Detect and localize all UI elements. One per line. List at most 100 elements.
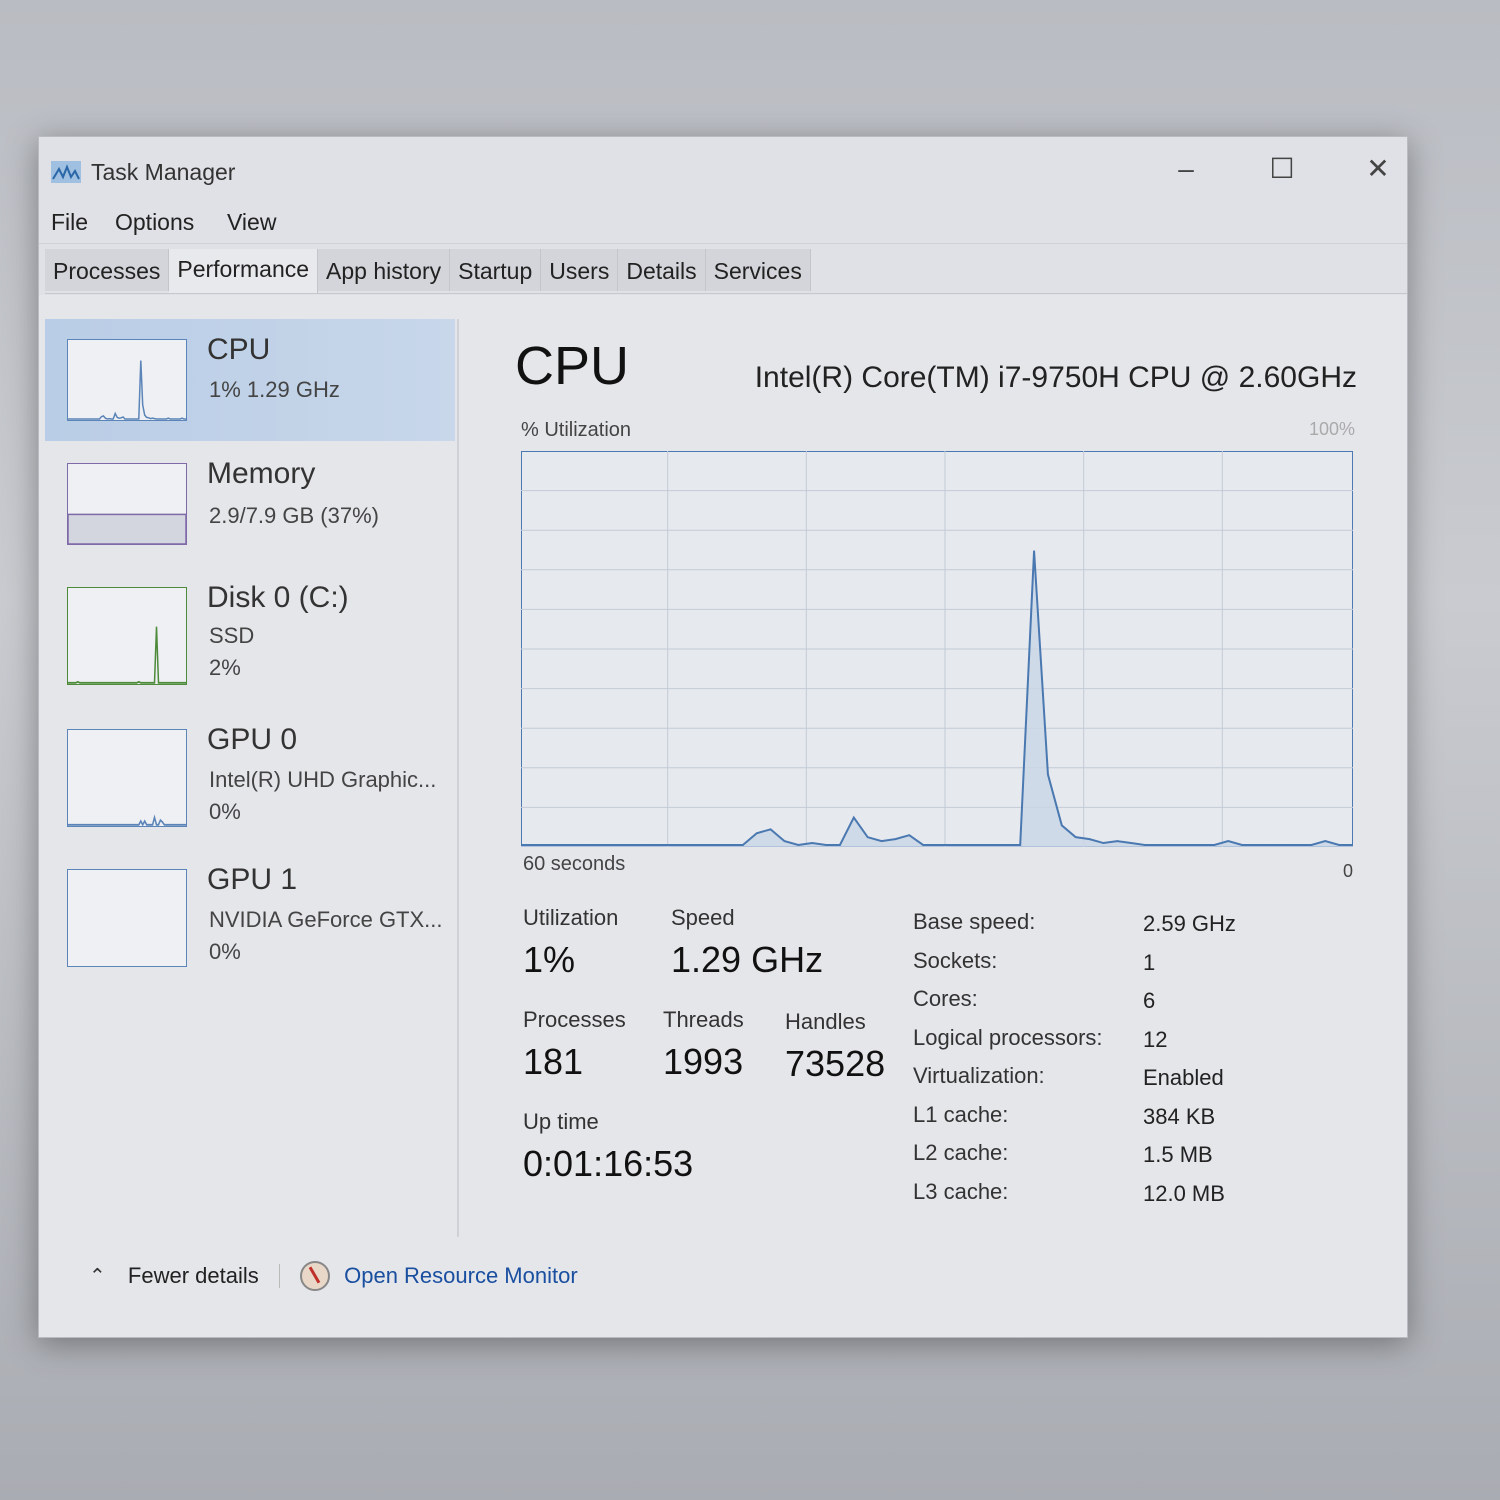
sidebar-item-value: 2% (209, 655, 241, 680)
window-title: Task Manager (91, 159, 236, 185)
tab-processes[interactable]: Processes (45, 249, 170, 291)
processes-label: Processes (523, 1007, 626, 1032)
utilization-value: 1% (523, 939, 576, 980)
utilization-point (839, 844, 841, 846)
sidebar-item-label: Disk 0 (C:) (207, 581, 349, 614)
utilization-point (1227, 840, 1229, 842)
utilization-point (936, 844, 938, 846)
spec-label: Base speed: (913, 909, 1036, 934)
utilization-point (1074, 836, 1077, 838)
page-title: CPU (515, 336, 630, 396)
title-bar: Task Manager – ☐ ✕ (39, 137, 1407, 203)
resource-sidebar: CPU 1% 1.29 GHz Memory 2.9/7.9 GB (37%) … (45, 319, 459, 1237)
utilization-point (950, 844, 952, 846)
spec-label: Virtualization: (913, 1063, 1045, 1088)
utilization-point (866, 836, 869, 838)
memory-thumbnail-graph (67, 463, 187, 545)
tab-performance[interactable]: Performance (169, 249, 319, 293)
minimize-button[interactable]: – (1178, 153, 1194, 184)
utilization-point (728, 844, 730, 846)
utilization-point (714, 844, 716, 846)
tab-services[interactable]: Services (705, 249, 811, 291)
utilization-point (1061, 824, 1063, 827)
spec-value: 12 (1143, 1026, 1168, 1052)
spec-value: 12.0 MB (1143, 1180, 1225, 1206)
spec-value: Enabled (1143, 1065, 1224, 1090)
sidebar-item-cpu[interactable]: CPU 1% 1.29 GHz (45, 319, 455, 441)
spec-label: L3 cache: (913, 1178, 1009, 1204)
utilization-point (908, 834, 911, 836)
utilization-point (1102, 842, 1105, 844)
gpu0-thumbnail-graph (67, 729, 187, 827)
fewer-details-button[interactable]: Fewer details (127, 1263, 259, 1288)
chart-y-label: % Utilization (521, 419, 632, 441)
utilization-label: Utilization (523, 905, 619, 930)
utilization-point (603, 844, 605, 846)
footer-divider (278, 1264, 280, 1288)
cpu-model-name: Intel(R) Core(TM) i7-9750H CPU @ 2.60GHz (754, 361, 1357, 394)
utilization-point (575, 844, 578, 846)
threads-value: 1993 (663, 1041, 744, 1082)
utilization-point (1352, 844, 1353, 846)
spec-label: Sockets: (913, 947, 998, 973)
utilization-point (880, 840, 883, 842)
spec-label: Cores: (913, 986, 978, 1011)
sidebar-item-detail: Intel(R) UHD Graphic... (209, 767, 437, 792)
sidebar-item-value: 0% (209, 799, 241, 824)
utilization-point (853, 816, 855, 819)
sidebar-item-disk-0[interactable]: Disk 0 (C:) SSD 2% (45, 567, 455, 707)
tab-details[interactable]: Details (618, 249, 706, 291)
utilization-point (1255, 844, 1257, 846)
utilization-point (1171, 844, 1174, 846)
sidebar-item-label: CPU (207, 333, 271, 366)
sidebar-item-gpu-1[interactable]: GPU 1 NVIDIA GeForce GTX... 0% (45, 849, 455, 989)
utilization-point (1033, 550, 1035, 552)
spec-label: L1 cache: (913, 1101, 1009, 1127)
cpu-thumbnail-graph (67, 339, 187, 421)
menu-options[interactable]: Options (115, 209, 195, 235)
menu-bar: File Options View (39, 203, 1407, 244)
utilization-point (645, 844, 647, 846)
utilization-point (1241, 844, 1243, 846)
utilization-point (1144, 844, 1146, 846)
utilization-point (1088, 838, 1091, 840)
uptime-label: Up time (523, 1109, 599, 1134)
handles-label: Handles (785, 1009, 866, 1034)
utilization-point (700, 844, 703, 846)
resource-monitor-icon (299, 1261, 330, 1291)
utilization-point (1199, 844, 1202, 846)
utilization-point (755, 832, 758, 835)
speed-label: Speed (671, 905, 735, 930)
spec-value: 1 (1143, 949, 1156, 975)
spec-value: 384 KB (1143, 1103, 1216, 1129)
spec-value: 2.59 GHz (1143, 911, 1236, 936)
sidebar-item-value: 0% (209, 939, 241, 964)
menu-file[interactable]: File (51, 209, 89, 235)
spec-value: 1.5 MB (1143, 1142, 1213, 1167)
tab-app-history[interactable]: App history (318, 249, 451, 291)
sidebar-item-label: GPU 0 (207, 723, 298, 756)
processes-value: 181 (523, 1041, 584, 1082)
utilization-point (922, 844, 924, 846)
utilization-point (1213, 844, 1216, 846)
sidebar-item-gpu-0[interactable]: GPU 0 Intel(R) UHD Graphic... 0% (45, 709, 455, 849)
utilization-point (547, 844, 550, 846)
tab-users[interactable]: Users (541, 249, 619, 291)
utilization-point (1047, 773, 1049, 776)
utilization-point (686, 844, 689, 846)
utilization-point (894, 838, 897, 840)
open-resource-monitor-link[interactable]: Open Resource Monitor (344, 1263, 578, 1288)
tab-startup[interactable]: Startup (450, 249, 542, 291)
utilization-point (561, 844, 564, 846)
menu-view[interactable]: View (227, 209, 277, 235)
utilization-point (617, 844, 619, 846)
close-button[interactable]: ✕ (1366, 153, 1390, 184)
chevron-up-icon[interactable]: ⌃ (89, 1265, 106, 1288)
utilization-point (1185, 844, 1188, 846)
spec-label: Logical processors: (913, 1024, 1103, 1050)
sidebar-item-label: GPU 1 (207, 863, 298, 896)
maximize-button[interactable]: ☐ (1269, 153, 1295, 184)
threads-label: Threads (663, 1007, 744, 1032)
sidebar-item-memory[interactable]: Memory 2.9/7.9 GB (37%) (45, 443, 455, 565)
memory-usage-fill (68, 513, 186, 544)
